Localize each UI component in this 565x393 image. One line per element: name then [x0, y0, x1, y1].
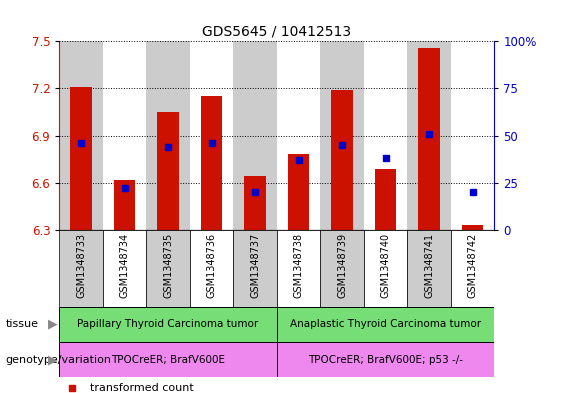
Text: GSM1348737: GSM1348737 [250, 233, 260, 298]
Text: GSM1348741: GSM1348741 [424, 233, 434, 298]
Bar [146, 41, 190, 230]
Bar [157, 112, 179, 230]
Text: tissue: tissue [6, 319, 38, 329]
Bar [407, 230, 451, 307]
Bar [190, 230, 233, 307]
Bar [320, 41, 364, 230]
Bar [451, 41, 494, 230]
Bar [277, 41, 320, 230]
Bar [146, 230, 190, 307]
Text: GSM1348738: GSM1348738 [294, 233, 303, 298]
Bar [320, 230, 364, 307]
Text: genotype/variation: genotype/variation [6, 354, 112, 365]
Text: GSM1348740: GSM1348740 [381, 233, 390, 298]
Bar [462, 225, 484, 230]
Bar [364, 41, 407, 230]
Text: TPOCreER; BrafV600E: TPOCreER; BrafV600E [111, 354, 225, 365]
Text: Anaplastic Thyroid Carcinoma tumor: Anaplastic Thyroid Carcinoma tumor [290, 319, 481, 329]
Bar [233, 230, 277, 307]
Text: TPOCreER; BrafV600E; p53 -/-: TPOCreER; BrafV600E; p53 -/- [308, 354, 463, 365]
Text: GSM1348733: GSM1348733 [76, 233, 86, 298]
Bar [277, 342, 494, 377]
Title: GDS5645 / 10412513: GDS5645 / 10412513 [202, 25, 351, 39]
Bar [451, 230, 494, 307]
Bar [103, 230, 146, 307]
Text: GSM1348739: GSM1348739 [337, 233, 347, 298]
Text: ▶: ▶ [48, 353, 58, 366]
Text: GSM1348734: GSM1348734 [120, 233, 129, 298]
Text: transformed count: transformed count [90, 383, 194, 393]
Text: ▶: ▶ [48, 318, 58, 331]
Bar [59, 230, 103, 307]
Bar [70, 87, 92, 230]
Bar [364, 230, 407, 307]
Bar [375, 169, 397, 230]
Bar [59, 41, 103, 230]
Bar [201, 96, 223, 230]
Text: GSM1348736: GSM1348736 [207, 233, 216, 298]
Text: Papillary Thyroid Carcinoma tumor: Papillary Thyroid Carcinoma tumor [77, 319, 259, 329]
Bar [331, 90, 353, 230]
Bar [114, 180, 136, 230]
Bar [233, 41, 277, 230]
Bar [103, 41, 146, 230]
Bar [277, 230, 320, 307]
Bar [288, 154, 310, 230]
Bar [59, 307, 277, 342]
Bar [190, 41, 233, 230]
Bar [418, 48, 440, 230]
Bar [277, 307, 494, 342]
Text: GSM1348742: GSM1348742 [468, 233, 477, 298]
Bar [244, 176, 266, 230]
Text: GSM1348735: GSM1348735 [163, 233, 173, 298]
Bar [59, 342, 277, 377]
Bar [407, 41, 451, 230]
